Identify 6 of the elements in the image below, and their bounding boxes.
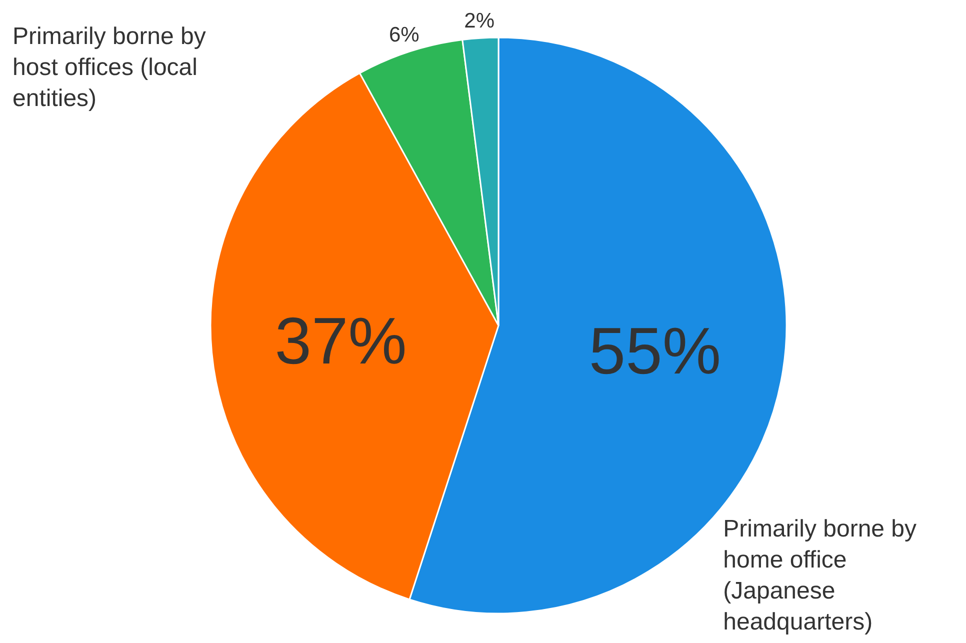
data-label: 37% [274,303,407,378]
data-label: 2% [464,9,495,32]
slice-label: Primarily borne by home office (Japanese headquarters) [723,516,917,636]
data-label: 6% [388,24,420,47]
slice-label: Primarily borne by host offices (local entities) [12,23,206,112]
data-label: 55% [588,313,722,388]
